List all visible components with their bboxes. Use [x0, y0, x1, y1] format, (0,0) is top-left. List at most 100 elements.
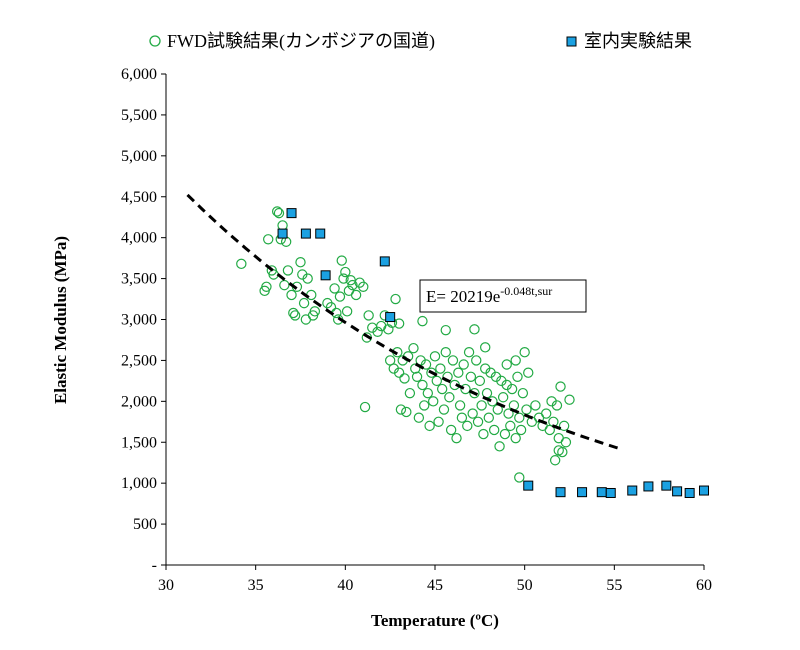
legend-marker-fwd: [149, 35, 161, 47]
y-tick-label: 3,500: [121, 271, 157, 288]
x-tick-label: 45: [427, 577, 443, 594]
legend-marker-lab: [566, 36, 577, 47]
y-tick-label: 5,000: [121, 148, 157, 165]
lab-point: [596, 487, 607, 498]
fwd-point: [512, 371, 523, 382]
fwd-point: [359, 401, 371, 413]
y-tick-label: 2,000: [121, 393, 157, 410]
fwd-point: [467, 408, 478, 419]
fwd-point: [417, 379, 428, 391]
fwd-point: [286, 289, 297, 301]
fwd-point: [514, 412, 525, 423]
trendline: [186, 193, 624, 452]
lab-point: [300, 228, 311, 239]
y-tick-label: -: [152, 557, 157, 574]
y-axis-title: Elastic Modulus (MPa): [51, 236, 70, 404]
lab-point: [577, 487, 588, 498]
fwd-point: [438, 404, 450, 415]
x-tick-label: 60: [696, 577, 712, 594]
fwd-point: [420, 359, 432, 370]
fwd-point: [564, 394, 575, 405]
fwd-point: [453, 367, 464, 378]
fwd-point: [279, 279, 290, 291]
fwd-point: [309, 306, 321, 317]
fwd-point: [422, 387, 434, 399]
fwd-point: [454, 400, 466, 411]
fwd-point: [523, 367, 534, 378]
fwd-point: [435, 363, 446, 374]
fwd-point: [440, 347, 451, 358]
fwd-point: [433, 416, 444, 427]
fwd-point: [410, 363, 421, 374]
fwd-point: [429, 351, 441, 362]
lab-point: [277, 228, 288, 239]
fwd-point: [376, 320, 387, 332]
fwd-point: [469, 387, 480, 399]
y-axis-ticks: - 500 1,000 1,500 2,000 2,500 3,000 3,500 4,000 4…: [121, 66, 166, 574]
lab-point: [286, 208, 297, 219]
legend: FWD試験結果(カンボジアの国道) 室内実験結果: [149, 31, 692, 52]
fwd-point: [501, 359, 512, 370]
lab-point: [699, 485, 709, 496]
fwd-point: [390, 293, 401, 305]
fwd-point: [510, 432, 521, 444]
fwd-point: [462, 420, 473, 432]
lab-point: [385, 312, 396, 323]
fwd-point: [350, 289, 362, 301]
fwd-point: [302, 273, 313, 284]
y-tick-label: 6,000: [121, 66, 157, 83]
fwd-point: [505, 420, 516, 432]
fwd-point: [480, 342, 491, 353]
equation-text: E= 20219e-0.048t,sur: [426, 284, 552, 306]
fwd-point: [471, 355, 482, 366]
fwd-point: [488, 424, 500, 436]
fwd-point: [426, 367, 437, 378]
legend-label-lab: 室内実験結果: [584, 31, 692, 51]
fwd-point: [445, 424, 457, 436]
fwd-point: [341, 306, 353, 317]
fwd-point: [551, 400, 563, 411]
lab-point: [627, 485, 638, 496]
lab-point: [605, 487, 616, 498]
lab-point: [555, 487, 566, 498]
fwd-point: [436, 383, 448, 395]
fwd-point: [363, 310, 374, 321]
fwd-point: [383, 324, 394, 335]
y-tick-label: 3,000: [121, 312, 157, 329]
y-tick-label: 4,000: [121, 230, 157, 247]
trendline-group: [186, 193, 624, 452]
fwd-point: [497, 392, 509, 403]
fwd-point: [347, 279, 358, 291]
lab-point: [661, 480, 672, 491]
lab-point: [684, 487, 695, 498]
y-tick-label: 2,500: [121, 352, 157, 369]
fwd-point: [236, 258, 247, 270]
y-tick-label: 500: [133, 516, 157, 533]
y-tick-label: 5,500: [121, 107, 157, 124]
x-tick-label: 55: [606, 577, 622, 594]
fwd-point: [458, 359, 469, 370]
fwd-point: [555, 381, 566, 392]
fwd-point: [298, 297, 310, 309]
fwd-point: [476, 400, 487, 411]
fwd-point: [474, 375, 486, 387]
lab-point: [320, 270, 331, 281]
fwd-point: [465, 371, 477, 382]
fwd-point: [557, 446, 568, 458]
x-axis-title: Temperature (ºC): [371, 611, 499, 630]
fwd-point: [401, 406, 412, 418]
series-lab-points: [277, 208, 709, 498]
fwd-point: [288, 307, 299, 319]
fwd-point: [469, 324, 480, 335]
fwd-point: [540, 408, 552, 419]
lab-point: [523, 480, 534, 491]
fwd-point: [478, 428, 489, 440]
fwd-point: [521, 404, 532, 415]
fwd-point: [499, 428, 511, 440]
fwd-point: [395, 404, 407, 415]
equation-box-border: [419, 279, 587, 313]
fwd-point: [271, 206, 283, 217]
fwd-point: [451, 432, 462, 444]
fwd-point: [282, 265, 294, 276]
fwd-point: [472, 416, 484, 427]
